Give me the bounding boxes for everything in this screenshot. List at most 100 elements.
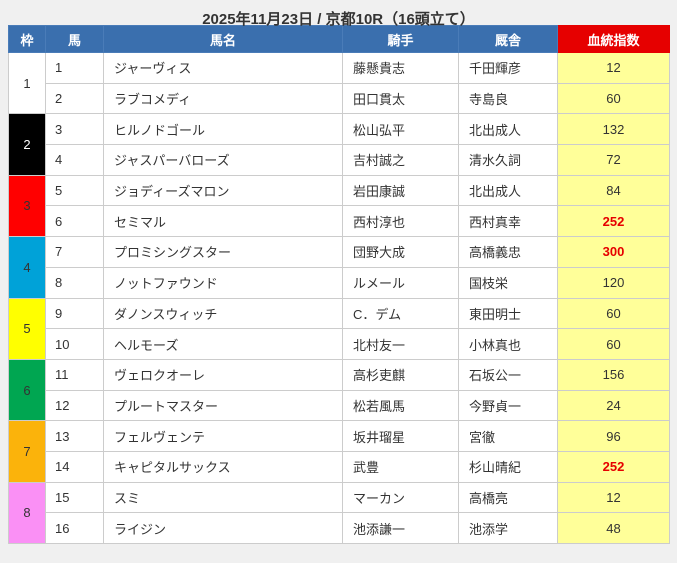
table-row: 6 11 ヴェロクオーレ 高杉吏麒 石坂公一 156 xyxy=(8,358,670,422)
stable-name: 清水久詞 xyxy=(458,144,558,176)
horse-name: ジャーヴィス xyxy=(103,52,343,84)
stable-name: 西村真幸 xyxy=(458,205,558,238)
table-row: 5 9 ダノンスウィッチ C．デム 東田明士 60 xyxy=(8,297,670,360)
frame-cell: 2 xyxy=(8,113,46,176)
header-frame: 枠 xyxy=(8,25,46,53)
horse-name: キャピタルサックス xyxy=(103,450,343,483)
horse-number: 12 xyxy=(45,389,104,422)
pedigree-index-value: 252 xyxy=(557,205,670,238)
horse-number: 10 xyxy=(45,328,104,360)
pedigree-index-value: 252 xyxy=(557,450,670,483)
pedigree-index-value: 96 xyxy=(557,420,670,452)
horse-name: フェルヴェンテ xyxy=(103,420,343,452)
frame-cell: 6 xyxy=(8,358,46,422)
horse-name: ヒルノドゴール xyxy=(103,113,343,146)
frame-cell: 5 xyxy=(8,297,46,360)
stable-name: 宮徹 xyxy=(458,420,558,452)
jockey-name: C．デム xyxy=(342,297,459,330)
horse-name: ダノンスウィッチ xyxy=(103,297,343,330)
pedigree-index-value: 300 xyxy=(557,236,670,268)
stable-name: 国枝栄 xyxy=(458,266,558,299)
jockey-name: 岩田康誠 xyxy=(342,174,459,207)
table-row: 8 ノットファウンド ルメール 国枝栄 120 xyxy=(9,266,670,299)
table-row: 4 ジャスパーバローズ 吉村誠之 清水久詞 72 xyxy=(9,144,670,176)
horse-name: プロミシングスター xyxy=(103,236,343,268)
frame-cell: 3 xyxy=(8,174,46,238)
table-row: 12 プルートマスター 松若風馬 今野貞一 24 xyxy=(9,389,670,422)
horse-name: セミマル xyxy=(103,205,343,238)
header-pedigree-index: 血統指数 xyxy=(557,25,670,53)
table-row: 6 セミマル 西村淳也 西村真幸 252 xyxy=(9,205,670,238)
pedigree-index-value: 132 xyxy=(557,113,670,146)
stable-name: 高橋義忠 xyxy=(458,236,558,268)
horse-number: 13 xyxy=(45,420,104,452)
header-jockey: 騎手 xyxy=(342,25,459,53)
horse-number: 9 xyxy=(45,297,104,330)
jockey-name: 松山弘平 xyxy=(342,113,459,146)
header-horse-name: 馬名 xyxy=(103,25,343,53)
horse-number: 15 xyxy=(45,481,104,514)
stable-name: 北出成人 xyxy=(458,174,558,207)
frame-cell: 7 xyxy=(8,420,46,483)
jockey-name: 武豊 xyxy=(342,450,459,483)
pedigree-index-value: 60 xyxy=(557,328,670,360)
horse-number: 1 xyxy=(45,52,104,84)
pedigree-index-value: 60 xyxy=(557,82,670,115)
horse-name: ヴェロクオーレ xyxy=(103,358,343,391)
stable-name: 千田輝彦 xyxy=(458,52,558,84)
horse-name: ノットファウンド xyxy=(103,266,343,299)
horse-number: 6 xyxy=(45,205,104,238)
horse-name: ジョディーズマロン xyxy=(103,174,343,207)
horse-name: ヘルモーズ xyxy=(103,328,343,360)
table-row: 4 7 プロミシングスター 団野大成 高橋義忠 300 xyxy=(8,236,670,299)
frame-cell: 1 xyxy=(8,51,46,115)
horse-number: 8 xyxy=(45,266,104,299)
pedigree-index-value: 48 xyxy=(557,512,670,544)
table-row: 14 キャピタルサックス 武豊 杉山晴紀 252 xyxy=(9,450,670,483)
stable-name: 小林真也 xyxy=(458,328,558,360)
stable-name: 東田明士 xyxy=(458,297,558,330)
jockey-name: ルメール xyxy=(342,266,459,299)
race-table: 枠 馬 馬名 騎手 厩舎 血統指数 1 1 ジャーヴィス 藤懸貴志 千田輝彦 12 2 ラブコ… xyxy=(8,25,670,545)
jockey-name: 池添謙一 xyxy=(342,512,459,544)
header-horse-no: 馬 xyxy=(45,25,104,53)
pedigree-index-value: 12 xyxy=(557,481,670,514)
jockey-name: 坂井瑠星 xyxy=(342,420,459,452)
horse-number: 2 xyxy=(45,82,104,115)
stable-name: 池添学 xyxy=(458,512,558,544)
jockey-name: 松若風馬 xyxy=(342,389,459,422)
stable-name: 杉山晴紀 xyxy=(458,450,558,483)
horse-number: 16 xyxy=(45,512,104,544)
page-title: 2025年11月23日 / 京都10R（16頭立て） xyxy=(202,11,475,28)
pedigree-index-value: 120 xyxy=(557,266,670,299)
table-header-row: 枠 馬 馬名 騎手 厩舎 血統指数 xyxy=(8,25,670,53)
pedigree-index-value: 60 xyxy=(557,297,670,330)
table-row: 2 ラブコメディ 田口貫太 寺島良 60 xyxy=(9,82,670,115)
table-row: 3 5 ジョディーズマロン 岩田康誠 北出成人 84 xyxy=(8,174,670,238)
jockey-name: 藤懸貴志 xyxy=(342,52,459,84)
stable-name: 寺島良 xyxy=(458,82,558,115)
header-stable: 厩舎 xyxy=(458,25,558,53)
horse-number: 14 xyxy=(45,450,104,483)
jockey-name: 北村友一 xyxy=(342,328,459,360)
stable-name: 石坂公一 xyxy=(458,358,558,391)
stable-name: 今野貞一 xyxy=(458,389,558,422)
horse-number: 11 xyxy=(45,358,104,391)
horse-name: ラブコメディ xyxy=(103,82,343,115)
table-row: 2 3 ヒルノドゴール 松山弘平 北出成人 132 xyxy=(8,113,670,176)
pedigree-index-value: 24 xyxy=(557,389,670,422)
table-row: 10 ヘルモーズ 北村友一 小林真也 60 xyxy=(9,328,670,360)
pedigree-index-value: 12 xyxy=(557,52,670,84)
frame-cell: 4 xyxy=(8,236,46,299)
stable-name: 北出成人 xyxy=(458,113,558,146)
pedigree-index-value: 156 xyxy=(557,358,670,391)
jockey-name: 西村淳也 xyxy=(342,205,459,238)
horse-number: 3 xyxy=(45,113,104,146)
horse-name: プルートマスター xyxy=(103,389,343,422)
race-table-body: 1 1 ジャーヴィス 藤懸貴志 千田輝彦 12 2 ラブコメディ 田口貫太 寺島良 60 2 3 ヒルノド… xyxy=(8,51,670,545)
jockey-name: 吉村誠之 xyxy=(342,144,459,176)
pedigree-index-value: 72 xyxy=(557,144,670,176)
jockey-name: 団野大成 xyxy=(342,236,459,268)
pedigree-index-value: 84 xyxy=(557,174,670,207)
table-row: 16 ライジン 池添謙一 池添学 48 xyxy=(9,512,670,544)
